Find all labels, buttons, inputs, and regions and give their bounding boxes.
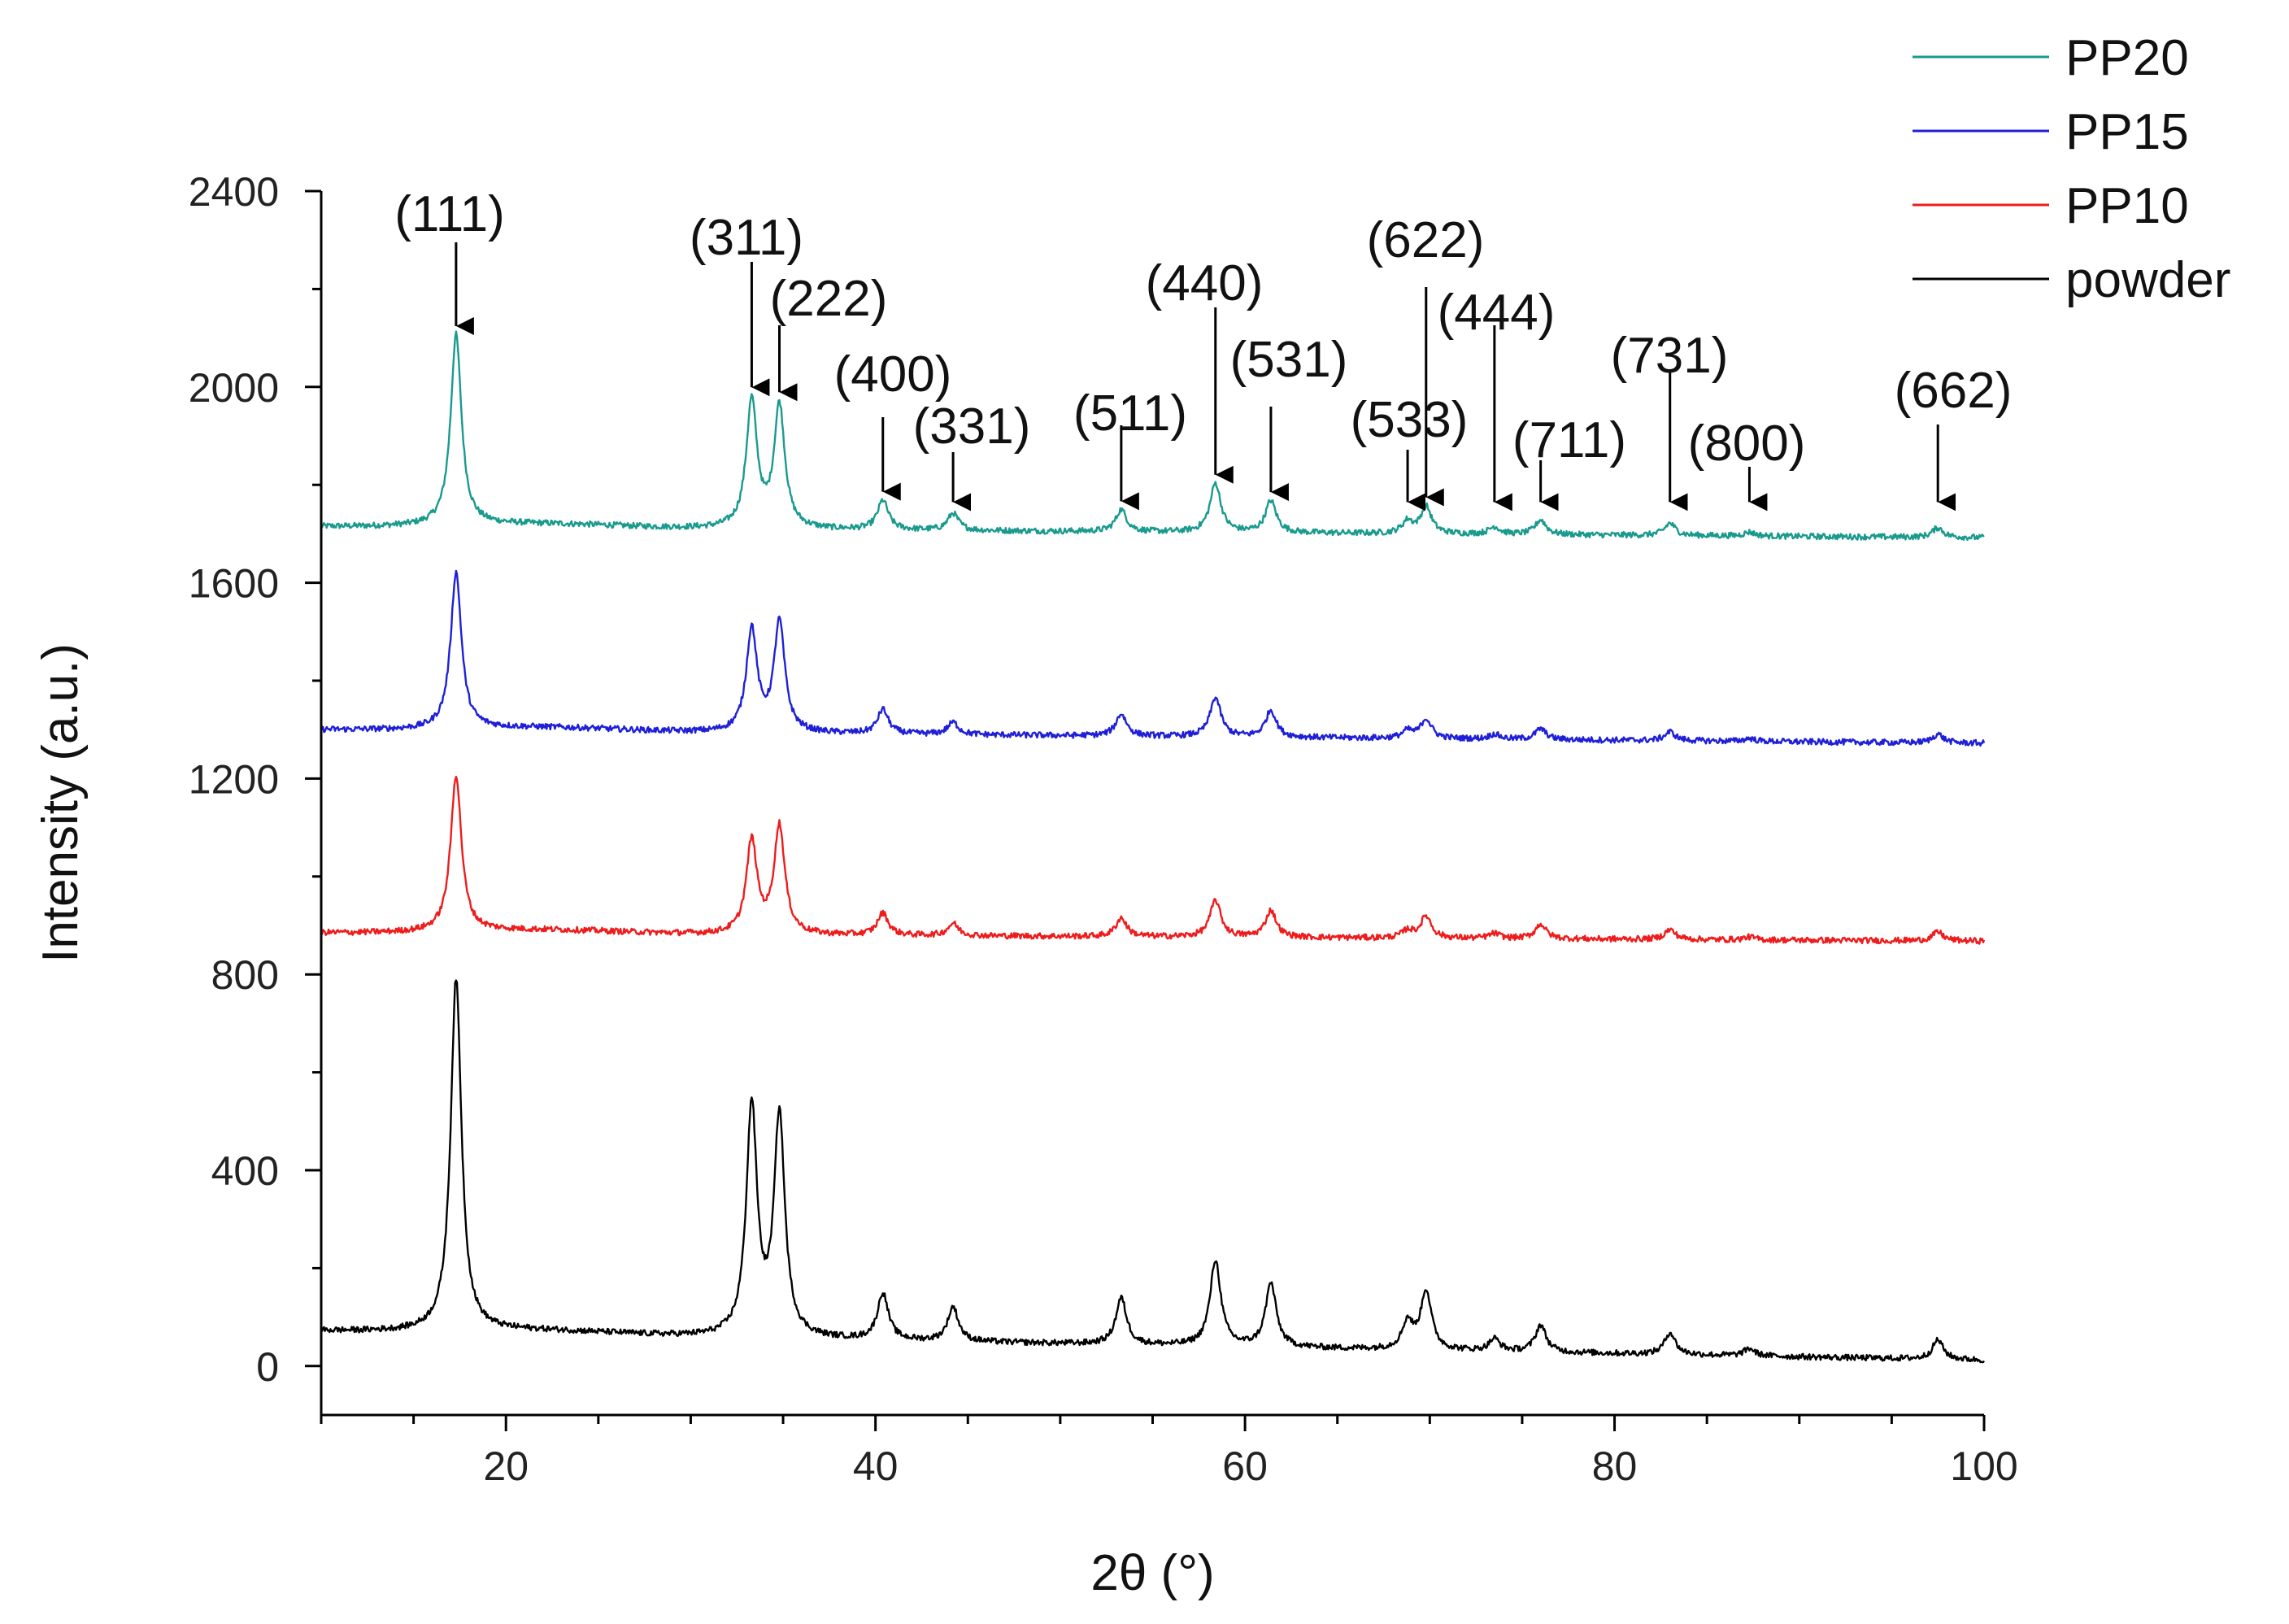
y-tick-label: 2400 [189,169,279,215]
x-tick-label: 20 [483,1443,529,1489]
x-axis-title: 2θ (°) [1090,1545,1214,1601]
peak-label: (440) [1146,255,1264,311]
series-line-pp15 [320,569,1986,747]
y-ticks: 0 400 800 1200 1600 2000 2400 [189,169,321,1390]
y-tick-label: 1200 [189,756,279,802]
legend-label-pp20: PP20 [2065,30,2189,86]
series-group [320,330,1986,1364]
legend: PP20 PP15 PP10 powder [1913,30,2230,308]
y-tick-label: 800 [211,952,279,998]
y-tick-label: 1600 [189,561,279,607]
peak-label: (444) [1438,285,1556,341]
peak-annotations: (111) (311)(222) (400)(331) (511) (440) (531)… [394,186,2013,512]
plot-area: (111) (311)(222) (400)(331) (511) (440) (531)… [320,186,2013,1364]
peak-label: (222) [770,271,888,327]
peak-label: (511) [1073,385,1187,442]
x-tick-label: 60 [1222,1443,1268,1489]
peak-label: (111) [394,186,505,242]
y-tick-label: 2000 [189,365,279,411]
legend-label-pp10: PP10 [2065,178,2189,234]
legend-label-powder: powder [2065,252,2230,308]
y-tick-label: 0 [256,1344,279,1390]
series-line-pp20 [320,330,1985,542]
x-axis: 20 40 60 80 100 [320,1413,2018,1489]
peak-label: (533) [1351,392,1469,448]
peak-label: (311) [690,210,803,266]
y-tick-label: 400 [211,1148,279,1194]
legend-label-pp15: PP15 [2065,104,2189,160]
x-tick-label: 40 [853,1443,899,1489]
series-line-pp10 [320,776,1986,945]
peak-label: (622) [1367,212,1485,268]
peak-label: (711) [1512,412,1626,468]
x-tick-label: 100 [1950,1443,2017,1489]
series-line-powder [320,979,1985,1364]
peak-label: (800) [1688,416,1806,472]
peak-label: (400) [834,346,952,403]
peak-label: (531) [1230,332,1348,388]
y-axis-title: Intensity (a.u.) [33,643,89,963]
peak-label: (731) [1611,328,1729,384]
x-ticks: 20 40 60 80 100 [320,1415,2018,1489]
y-axis: 0 400 800 1200 1600 2000 2400 [189,169,323,1415]
peak-label: (662) [1895,363,2013,419]
peak-label: (331) [913,398,1031,455]
x-tick-label: 80 [1592,1443,1638,1489]
